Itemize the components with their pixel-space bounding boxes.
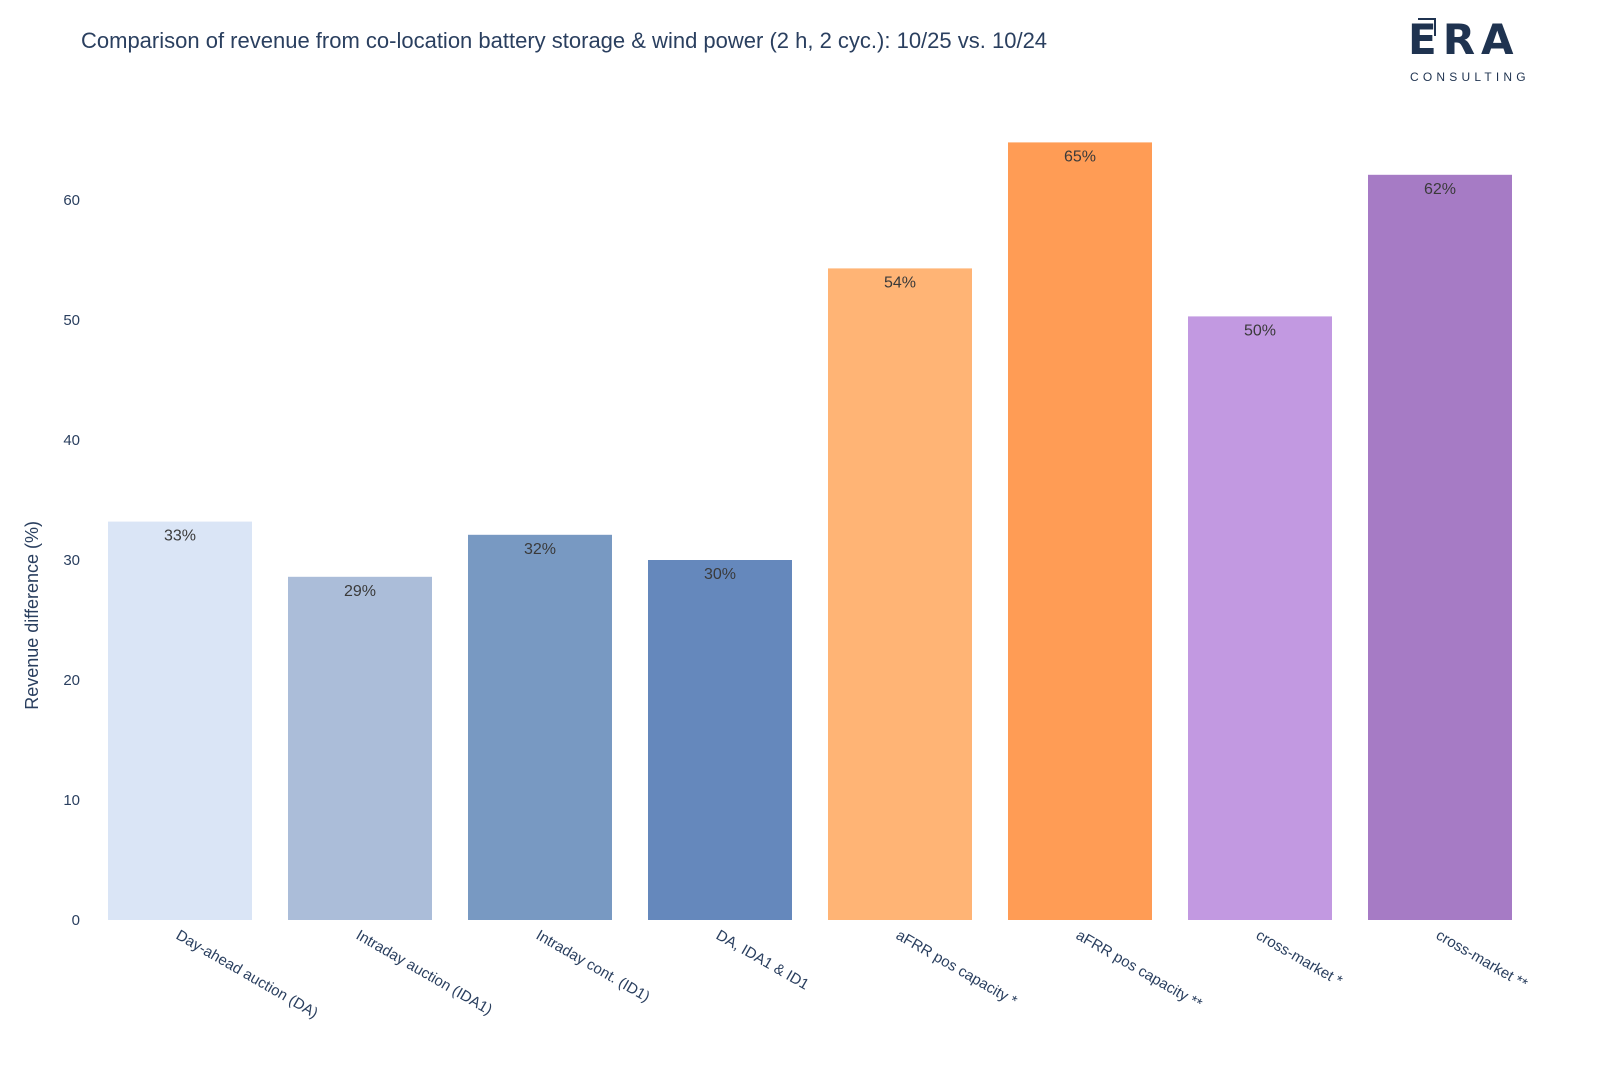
- chart-title: Comparison of revenue from co-location b…: [81, 28, 1048, 53]
- data-label: 33%: [164, 528, 196, 545]
- x-tick-label: aFRR pos capacity **: [1073, 927, 1205, 1013]
- bar: [648, 560, 792, 920]
- era-consulting-logo: ERA CONSULTING: [1408, 16, 1538, 86]
- x-tick-label: Intraday cont. (ID1): [533, 927, 653, 1006]
- bar: [1008, 142, 1152, 920]
- x-tick-label: aFRR pos capacity *: [893, 927, 1020, 1010]
- bar: [828, 268, 972, 920]
- bar: [1188, 316, 1332, 920]
- data-label: 29%: [344, 583, 376, 600]
- data-label: 50%: [1244, 322, 1276, 339]
- y-tick-label: 40: [63, 432, 80, 449]
- y-tick-label: 50: [63, 312, 80, 329]
- logo-subtitle: CONSULTING: [1410, 70, 1530, 84]
- x-tick-label: DA, IDA1 & ID1: [713, 927, 812, 994]
- bar: [288, 576, 432, 920]
- y-tick-label: 0: [72, 912, 80, 929]
- data-label: 65%: [1064, 148, 1096, 165]
- y-tick-label: 60: [63, 192, 80, 209]
- x-tick-label: Day-ahead auction (DA): [173, 927, 321, 1022]
- logo-wordmark: ERA: [1408, 15, 1520, 64]
- data-label: 32%: [524, 541, 556, 558]
- y-tick-label: 10: [63, 792, 80, 809]
- bar: [1368, 174, 1512, 921]
- data-label: 62%: [1424, 181, 1456, 198]
- data-label: 30%: [704, 566, 736, 583]
- x-tick-label: Intraday auction (IDA1): [353, 927, 495, 1019]
- y-axis-title: Revenue difference (%): [22, 521, 42, 710]
- x-tick-label: cross-market **: [1433, 927, 1530, 993]
- bar: [108, 521, 252, 920]
- y-tick-label: 20: [63, 672, 80, 689]
- x-tick-label: cross-market *: [1253, 927, 1345, 990]
- data-label: 54%: [884, 274, 916, 291]
- logo-frame-mark: [1418, 18, 1436, 36]
- y-tick-label: 30: [63, 552, 80, 569]
- bar: [468, 534, 612, 920]
